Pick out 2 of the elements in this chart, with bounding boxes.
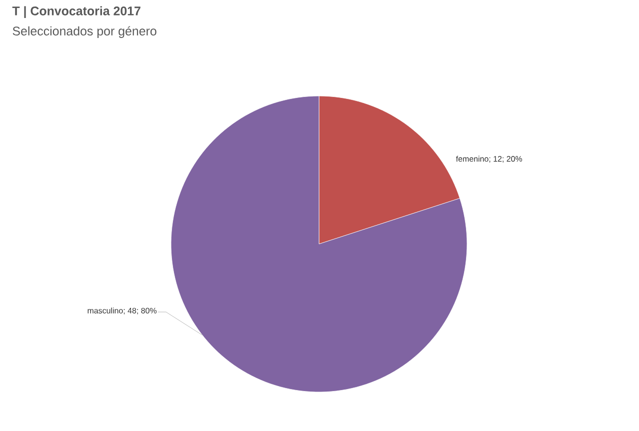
- chart-subtitle: Seleccionados por género: [12, 26, 156, 38]
- chart-title: T | Convocatoria 2017: [12, 6, 140, 18]
